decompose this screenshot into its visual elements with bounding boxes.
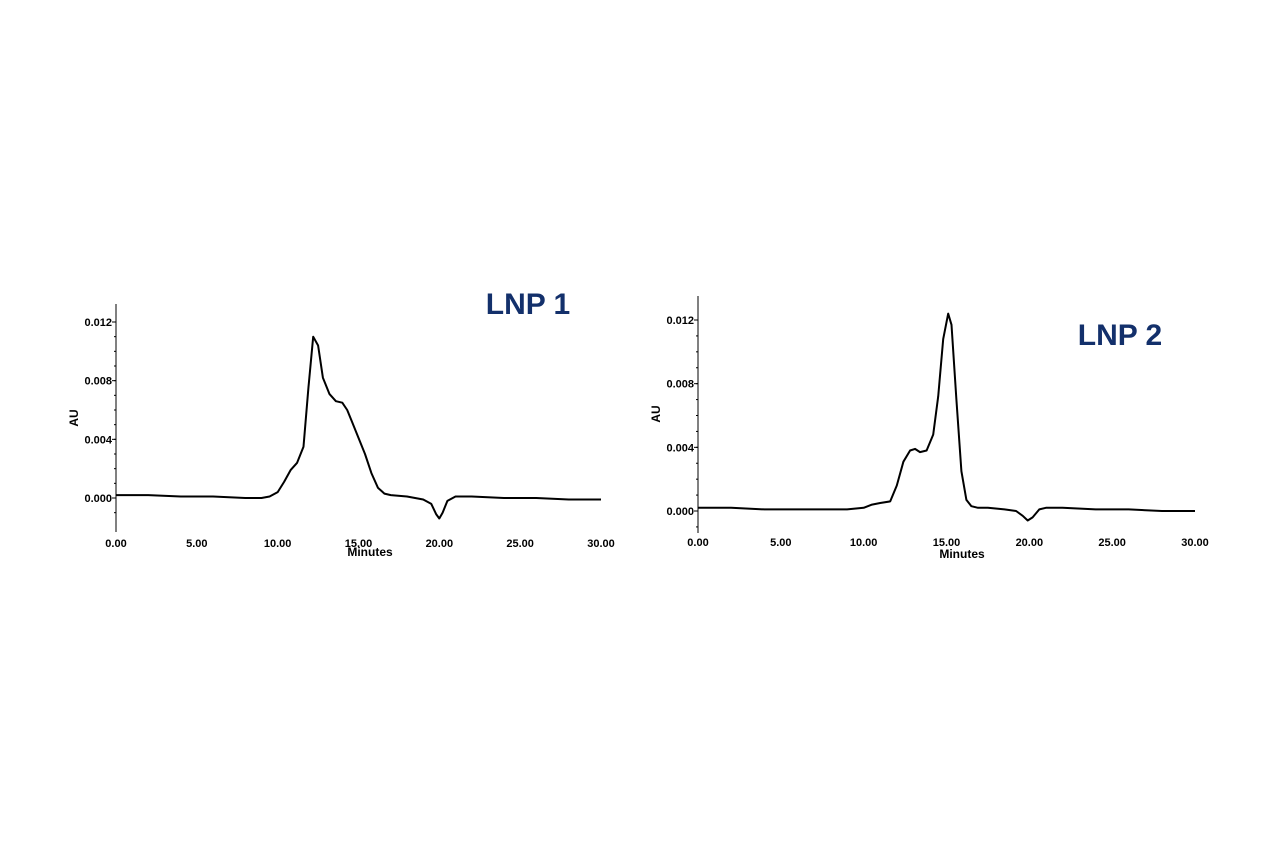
chart-title: LNP 2	[1078, 319, 1162, 352]
x-tick-label: 5.00	[770, 537, 791, 549]
chart-title: LNP 1	[486, 288, 570, 321]
y-ticks: 0.000 0.004 0.008 0.012	[84, 317, 116, 514]
x-axis-title: Minutes	[347, 545, 393, 559]
chart-lnp1: LNP 1 0.000 0.004 0.008 0.012 0.00 5.00 10.00…	[67, 288, 615, 559]
x-tick-label: 30.00	[587, 538, 615, 550]
y-ticks: 0.000 0.004 0.008 0.012	[666, 315, 698, 528]
x-tick-label: 20.00	[426, 538, 454, 550]
chromatogram-trace	[116, 335, 601, 520]
chart-lnp2: LNP 2 0.000 0.004 0.008 0.012 0.00 5.00 10.00…	[649, 296, 1209, 561]
x-axis-title: Minutes	[939, 547, 985, 561]
x-ticks: 0.00 5.00 10.00 15.00 20.00 25.00 30.00	[687, 537, 1208, 549]
x-tick-label: 20.00	[1016, 537, 1044, 549]
x-tick-label: 25.00	[1098, 537, 1126, 549]
x-ticks: 0.00 5.00 10.00 15.00 20.00 25.00 30.00	[105, 538, 614, 550]
x-tick-label: 5.00	[186, 538, 207, 550]
y-tick-label: 0.004	[84, 434, 112, 446]
y-tick-label: 0.008	[666, 379, 694, 391]
y-tick-label: 0.000	[666, 506, 694, 518]
x-tick-label: 10.00	[850, 537, 878, 549]
chromatogram-trace	[698, 312, 1195, 522]
x-tick-label: 25.00	[506, 538, 534, 550]
y-tick-label: 0.000	[84, 493, 112, 505]
y-axis-title: AU	[649, 405, 663, 422]
y-tick-label: 0.012	[84, 317, 112, 329]
x-tick-label: 10.00	[264, 538, 292, 550]
y-axis-title: AU	[67, 409, 81, 426]
x-tick-label: 15.00	[345, 538, 373, 550]
y-tick-label: 0.008	[84, 376, 112, 388]
x-tick-label: 0.00	[105, 538, 126, 550]
x-tick-label: 30.00	[1181, 537, 1209, 549]
x-tick-label: 15.00	[933, 537, 961, 549]
y-tick-label: 0.004	[666, 442, 694, 454]
x-tick-label: 0.00	[687, 537, 708, 549]
y-tick-label: 0.012	[666, 315, 694, 327]
